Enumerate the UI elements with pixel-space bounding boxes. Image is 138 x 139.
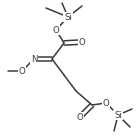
Text: O: O — [19, 66, 25, 75]
Text: O: O — [77, 112, 83, 121]
Text: O: O — [103, 99, 109, 107]
Text: O: O — [79, 38, 85, 47]
Text: Si: Si — [114, 111, 122, 120]
Text: O: O — [53, 25, 59, 34]
Text: Si: Si — [64, 13, 72, 22]
Text: N: N — [31, 54, 37, 64]
